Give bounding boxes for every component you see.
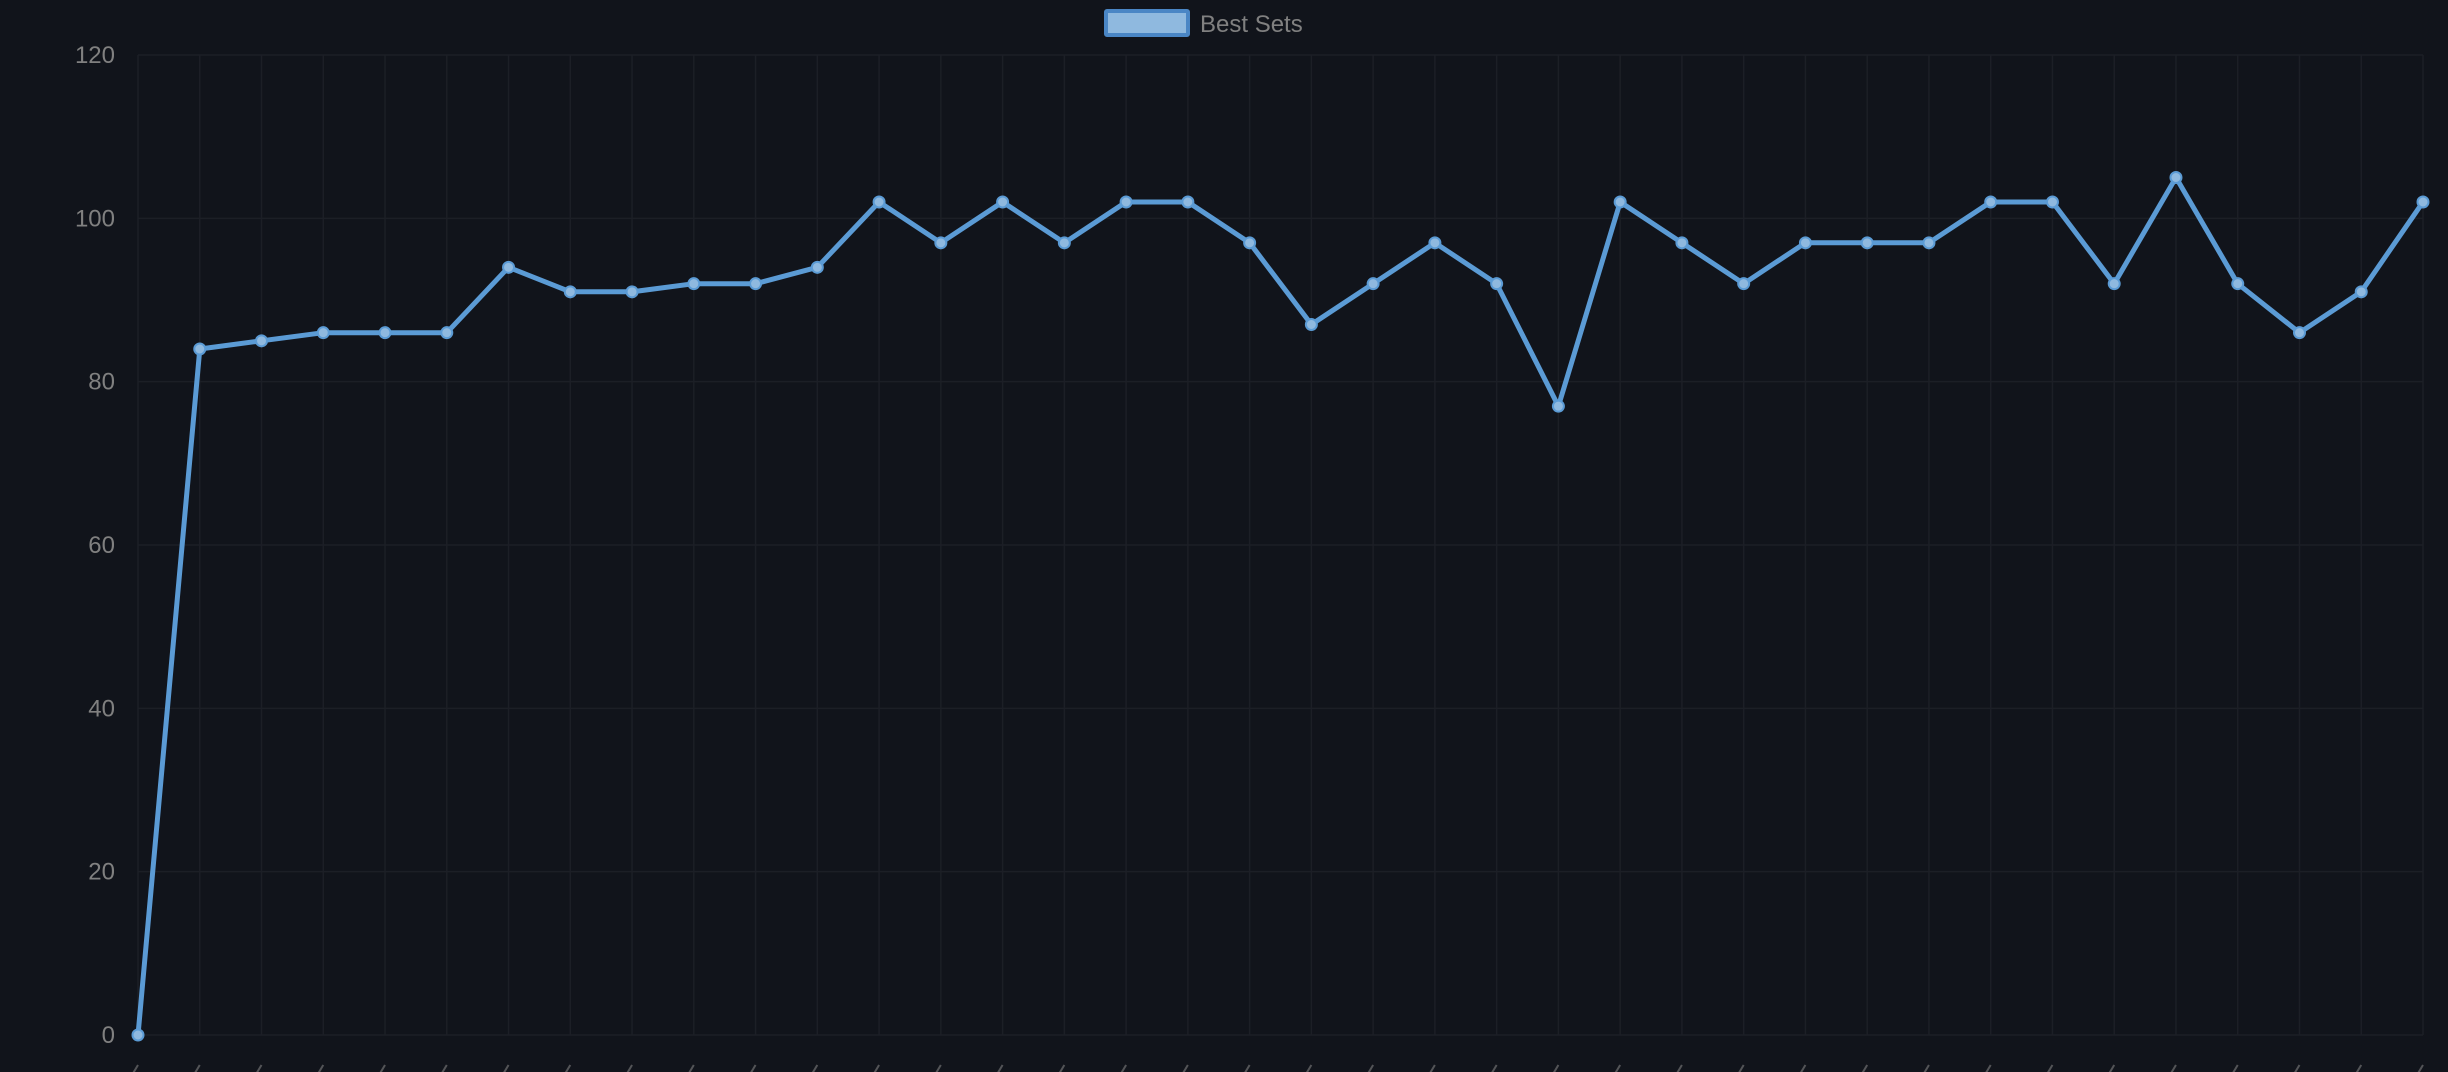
y-tick-label: 20 [88, 859, 115, 886]
x-tick-mark [1491, 1064, 1498, 1072]
x-tick-mark [935, 1064, 942, 1072]
x-tick-mark [811, 1064, 819, 1072]
x-tick-mark [1923, 1064, 1930, 1072]
x-tick-mark [873, 1064, 880, 1072]
data-point[interactable] [625, 285, 639, 299]
data-point[interactable] [193, 342, 207, 356]
data-point[interactable] [810, 260, 824, 274]
data-point[interactable] [378, 326, 392, 340]
data-point[interactable] [2292, 326, 2306, 340]
legend[interactable]: Best Sets [1104, 9, 1303, 38]
x-tick-mark [997, 1064, 1004, 1072]
x-tick-mark [1676, 1064, 1683, 1072]
data-point[interactable] [1613, 195, 1627, 209]
x-tick-mark [1182, 1064, 1189, 1072]
data-point[interactable] [255, 334, 269, 348]
x-tick-mark [194, 1064, 201, 1072]
x-tick-mark [2047, 1064, 2054, 1072]
data-point[interactable] [687, 277, 701, 291]
data-point[interactable] [1798, 236, 1812, 250]
x-tick-mark [750, 1064, 757, 1072]
data-point[interactable] [1922, 236, 1936, 250]
y-tick-label: 80 [88, 369, 115, 396]
x-tick-mark [503, 1064, 510, 1072]
x-tick-mark [2108, 1064, 2116, 1072]
data-point[interactable] [1304, 318, 1318, 331]
x-tick-mark [132, 1064, 139, 1072]
data-point[interactable] [1860, 236, 1874, 250]
x-tick-mark [1429, 1064, 1436, 1072]
data-point[interactable] [563, 285, 577, 299]
data-point[interactable] [749, 277, 763, 291]
data-point[interactable] [1490, 277, 1504, 291]
x-tick-mark [1861, 1064, 1869, 1072]
x-tick-mark [564, 1064, 572, 1072]
x-tick-mark [1244, 1064, 1251, 1072]
y-tick-label: 100 [75, 205, 115, 232]
y-tick-label: 60 [88, 532, 115, 559]
x-tick-mark [1553, 1064, 1560, 1072]
data-point[interactable] [316, 326, 330, 340]
data-point[interactable] [2231, 277, 2245, 291]
data-point[interactable] [1243, 236, 1257, 250]
x-tick-mark [441, 1064, 448, 1072]
x-tick-mark [2294, 1064, 2301, 1072]
data-point[interactable] [1181, 195, 1195, 209]
y-tick-label: 0 [102, 1022, 115, 1049]
data-point[interactable] [2107, 277, 2121, 291]
x-tick-mark [1367, 1064, 1374, 1072]
x-tick-mark [1306, 1064, 1313, 1072]
x-tick-mark [688, 1064, 695, 1072]
x-tick-mark [256, 1064, 263, 1072]
legend-swatch-best-sets[interactable] [1104, 9, 1190, 37]
x-tick-mark [2417, 1064, 2424, 1072]
x-tick-mark [317, 1064, 325, 1072]
series-best-sets [131, 171, 2430, 1042]
x-axis-ticks [132, 1064, 2424, 1072]
data-point[interactable] [1428, 236, 1442, 250]
x-tick-mark [1614, 1064, 1622, 1072]
data-point[interactable] [131, 1028, 145, 1042]
data-point[interactable] [872, 195, 886, 209]
data-point[interactable] [1551, 399, 1565, 413]
x-tick-mark [2232, 1064, 2239, 1072]
x-tick-mark [2170, 1064, 2177, 1072]
data-point[interactable] [1984, 195, 1998, 209]
y-tick-label: 120 [75, 42, 115, 69]
data-point[interactable] [1737, 277, 1751, 291]
data-point[interactable] [440, 326, 454, 340]
data-point[interactable] [502, 260, 516, 274]
x-tick-mark [1800, 1064, 1807, 1072]
series-line-best-sets [135, 175, 2426, 1038]
grid-lines [137, 54, 2424, 1036]
x-tick-mark [1120, 1064, 1127, 1072]
y-axis-ticks: 0 20 40 60 80 100 120 [75, 42, 115, 1049]
data-point[interactable] [2045, 195, 2059, 209]
x-tick-mark [379, 1064, 386, 1072]
data-point[interactable] [1366, 277, 1380, 291]
x-tick-mark [626, 1064, 633, 1072]
x-tick-mark [1058, 1064, 1066, 1072]
data-point[interactable] [2169, 171, 2183, 184]
x-tick-mark [1738, 1064, 1745, 1072]
data-point[interactable] [996, 195, 1010, 209]
legend-label-best-sets[interactable]: Best Sets [1200, 11, 1303, 38]
x-tick-mark [1985, 1064, 1992, 1072]
data-point[interactable] [2354, 285, 2368, 299]
x-tick-mark [2355, 1064, 2363, 1072]
data-point[interactable] [1675, 236, 1689, 250]
y-tick-label: 40 [88, 695, 115, 722]
data-point[interactable] [934, 236, 948, 250]
data-point[interactable] [1057, 236, 1071, 250]
data-point[interactable] [2416, 195, 2430, 209]
data-point[interactable] [1119, 195, 1133, 209]
